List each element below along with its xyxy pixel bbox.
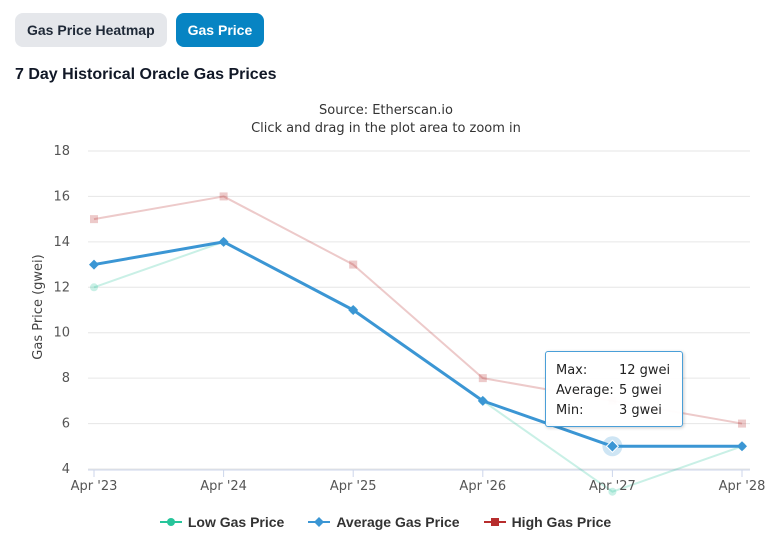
data-point-average-gas-price[interactable] — [737, 441, 747, 452]
diamond-marker-icon — [308, 517, 331, 527]
tooltip-label: Average: — [556, 382, 614, 398]
legend-label: High Gas Price — [511, 514, 612, 530]
data-point-high-gas-price[interactable] — [349, 260, 358, 269]
data-point-high-gas-price[interactable] — [90, 215, 98, 224]
y-tick-label: 14 — [53, 235, 70, 250]
tooltip-value: 3 gwei — [619, 402, 662, 418]
tooltip-value: 12 gwei — [619, 362, 671, 378]
tooltip-row-average: Average: 5 gwei — [556, 380, 672, 400]
data-point-high-gas-price[interactable] — [219, 192, 228, 201]
x-tick-label: Apr '23 — [71, 479, 118, 494]
y-tick-label: 16 — [53, 189, 70, 204]
data-point-average-gas-price[interactable] — [348, 305, 359, 315]
y-tick-label: 6 — [62, 417, 70, 432]
square-marker-icon — [483, 518, 506, 526]
data-point-high-gas-price[interactable] — [478, 374, 487, 383]
chart-legend: Low Gas Price Average Gas Price High Gas… — [0, 510, 771, 534]
tab-bar: Gas Price Heatmap Gas Price — [15, 13, 265, 47]
data-point-average-gas-price[interactable] — [477, 395, 488, 406]
legend-label: Average Gas Price — [336, 514, 460, 530]
chart-subtitle: Click and drag in the plot area to zoom … — [251, 121, 521, 136]
tooltip-label: Min: — [556, 402, 584, 418]
tooltip-value: 5 gwei — [619, 382, 662, 398]
data-point-high-gas-price[interactable] — [738, 419, 746, 428]
chart-title: Source: Etherscan.io — [319, 103, 453, 118]
data-point-low-gas-price[interactable] — [608, 487, 617, 496]
gas-price-chart[interactable]: Source: Etherscan.io Click and drag in t… — [0, 95, 771, 505]
tooltip-label: Max: — [556, 362, 588, 378]
x-tick-label: Apr '27 — [589, 479, 636, 494]
circle-marker-icon — [159, 518, 182, 526]
y-tick-label: 12 — [53, 280, 70, 295]
series-line-average-gas-price[interactable] — [93, 240, 742, 448]
legend-item-high[interactable]: High Gas Price — [483, 514, 612, 530]
y-tick-label: 8 — [62, 371, 70, 386]
y-tick-label: 4 — [62, 462, 70, 477]
chart-tooltip: Max: 12 gwei Average: 5 gwei Min: 3 gwei — [545, 351, 683, 427]
tooltip-row-max: Max: 12 gwei — [556, 360, 672, 380]
data-point-low-gas-price[interactable] — [90, 283, 98, 292]
x-tick-label: Apr '28 — [719, 479, 766, 494]
data-point-average-gas-price[interactable] — [218, 236, 229, 247]
tab-gas-price[interactable]: Gas Price — [175, 13, 265, 47]
legend-label: Low Gas Price — [187, 514, 285, 530]
legend-item-low[interactable]: Low Gas Price — [159, 514, 285, 530]
x-tick-label: Apr '26 — [459, 479, 506, 494]
y-tick-label: 18 — [53, 144, 70, 159]
legend-item-average[interactable]: Average Gas Price — [308, 514, 460, 530]
tab-gas-price-heatmap[interactable]: Gas Price Heatmap — [15, 13, 167, 47]
tooltip-row-min: Min: 3 gwei — [556, 400, 672, 420]
x-tick-label: Apr '24 — [200, 479, 247, 494]
x-tick-label: Apr '25 — [330, 479, 377, 494]
y-axis-label: Gas Price (gwei) — [31, 254, 46, 359]
data-point-average-gas-price[interactable] — [89, 259, 99, 270]
y-tick-label: 10 — [53, 326, 70, 341]
page-title: 7 Day Historical Oracle Gas Prices — [15, 66, 277, 83]
hovered-data-point[interactable] — [605, 439, 620, 453]
